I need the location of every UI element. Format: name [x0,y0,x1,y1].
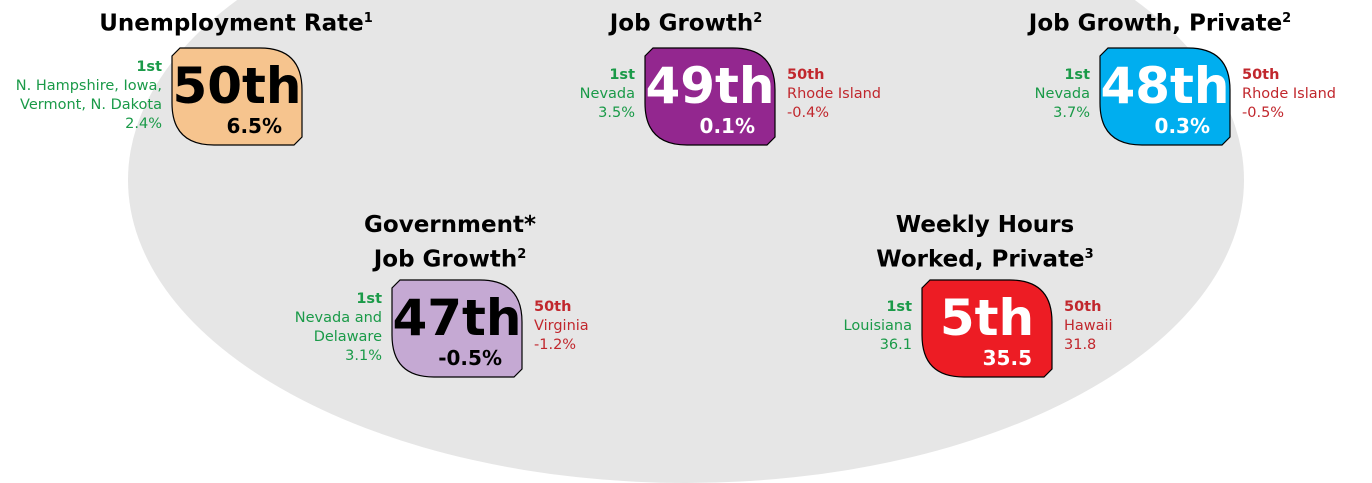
line: 1st [580,66,635,85]
state-name: Vermont, N. Dakota [20,97,162,113]
rank-badge [171,47,303,146]
footnote-mark: 2 [753,11,763,26]
state-name: Virginia [534,318,589,334]
footnote-mark: 1 [363,11,373,26]
panel-title: Job Growth, Private2 [1029,4,1291,39]
title-text: Worked, Private [876,246,1085,273]
rank-value: 6.5% [226,114,282,138]
rank-badge [1099,47,1231,146]
best-state: 1st N. Hampshire, Iowa, Vermont, N. Dakota… [16,58,162,134]
best-state: 1st Nevada 3.5% [580,66,635,123]
rank-badge [391,279,523,378]
place-rank: 1st [886,299,912,315]
state-value: 31.8 [1064,337,1097,353]
place-rank: 50th [787,67,825,83]
panel-title: Unemployment Rate1 [99,4,373,39]
state-name: N. Hampshire, Iowa, [15,78,162,94]
worst-state: 50th Rhode Island -0.4% [787,66,881,123]
rank-text: 50th [172,57,302,115]
rank-badge [921,279,1053,378]
title-line: Job Growth2 [364,240,536,275]
place-rank: 50th [534,299,572,315]
place-rank: 1st [136,59,162,75]
best-state: 1st Nevada 3.7% [1035,66,1090,123]
line: 50th [1242,66,1336,85]
state-value: -0.5% [1242,105,1285,121]
state-name: Hawaii [1064,318,1113,334]
rank-text: 49th [645,57,775,115]
title-text: Government* [364,212,536,238]
footnote-mark: 2 [517,247,527,262]
best-state: 1st Nevada and Delaware 3.1% [295,290,382,366]
place-rank: 1st [356,291,382,307]
state-value: 3.1% [345,348,382,364]
state-value: 3.7% [1053,105,1090,121]
place-rank: 1st [1064,67,1090,83]
best-state: 1st Louisiana 36.1 [844,298,912,355]
line: 1st [844,298,912,317]
line: 1st [16,58,162,77]
rank-value: 0.1% [699,114,755,138]
title-text: Unemployment Rate [99,10,364,37]
rank-text: 48th [1100,57,1230,115]
title-line: Unemployment Rate1 [99,4,373,39]
title-line: Weekly Hours [876,210,1093,240]
state-name: Nevada and [294,310,382,326]
title-text: Weekly Hours [895,212,1075,238]
line: 50th [534,298,589,317]
panel-title: Government* Job Growth2 [364,210,536,275]
state-value: -0.4% [787,105,830,121]
state-name: Rhode Island [1242,86,1337,102]
state-name: Rhode Island [787,86,882,102]
rank-value: 35.5 [982,346,1032,370]
rank-value: 0.3% [1154,114,1210,138]
line: 1st [1035,66,1090,85]
footnote-mark: 3 [1084,247,1094,262]
rank-text: 5th [939,289,1035,347]
state-value: 3.5% [598,105,635,121]
panel-title: Weekly Hours Worked, Private3 [876,210,1093,275]
state-name: Nevada [1034,86,1090,102]
state-name: Louisiana [843,318,912,334]
place-rank: 50th [1064,299,1102,315]
rank-value: -0.5% [438,346,502,370]
state-value: 36.1 [879,337,912,353]
place-rank: 1st [609,67,635,83]
panel-title: Job Growth2 [610,4,763,39]
worst-state: 50th Virginia -1.2% [534,298,589,355]
line: 50th [787,66,881,85]
place-rank: 50th [1242,67,1280,83]
worst-state: 50th Hawaii 31.8 [1064,298,1113,355]
state-name: Delaware [313,329,382,345]
footnote-mark: 2 [1282,11,1292,26]
title-line: Job Growth, Private2 [1029,4,1291,39]
state-value: 2.4% [125,116,162,132]
title-text: Job Growth [609,10,754,37]
title-line: Job Growth2 [610,4,763,39]
title-line: Worked, Private3 [876,240,1093,275]
line: 50th [1064,298,1113,317]
line: 1st [295,290,382,309]
rank-text: 47th [392,289,522,347]
title-text: Job Growth, Private [1028,10,1283,37]
title-text: Job Growth [373,246,518,273]
title-line: Government* [364,210,536,240]
rank-badge [644,47,776,146]
state-name: Nevada [579,86,635,102]
state-value: -1.2% [534,337,577,353]
worst-state: 50th Rhode Island -0.5% [1242,66,1336,123]
